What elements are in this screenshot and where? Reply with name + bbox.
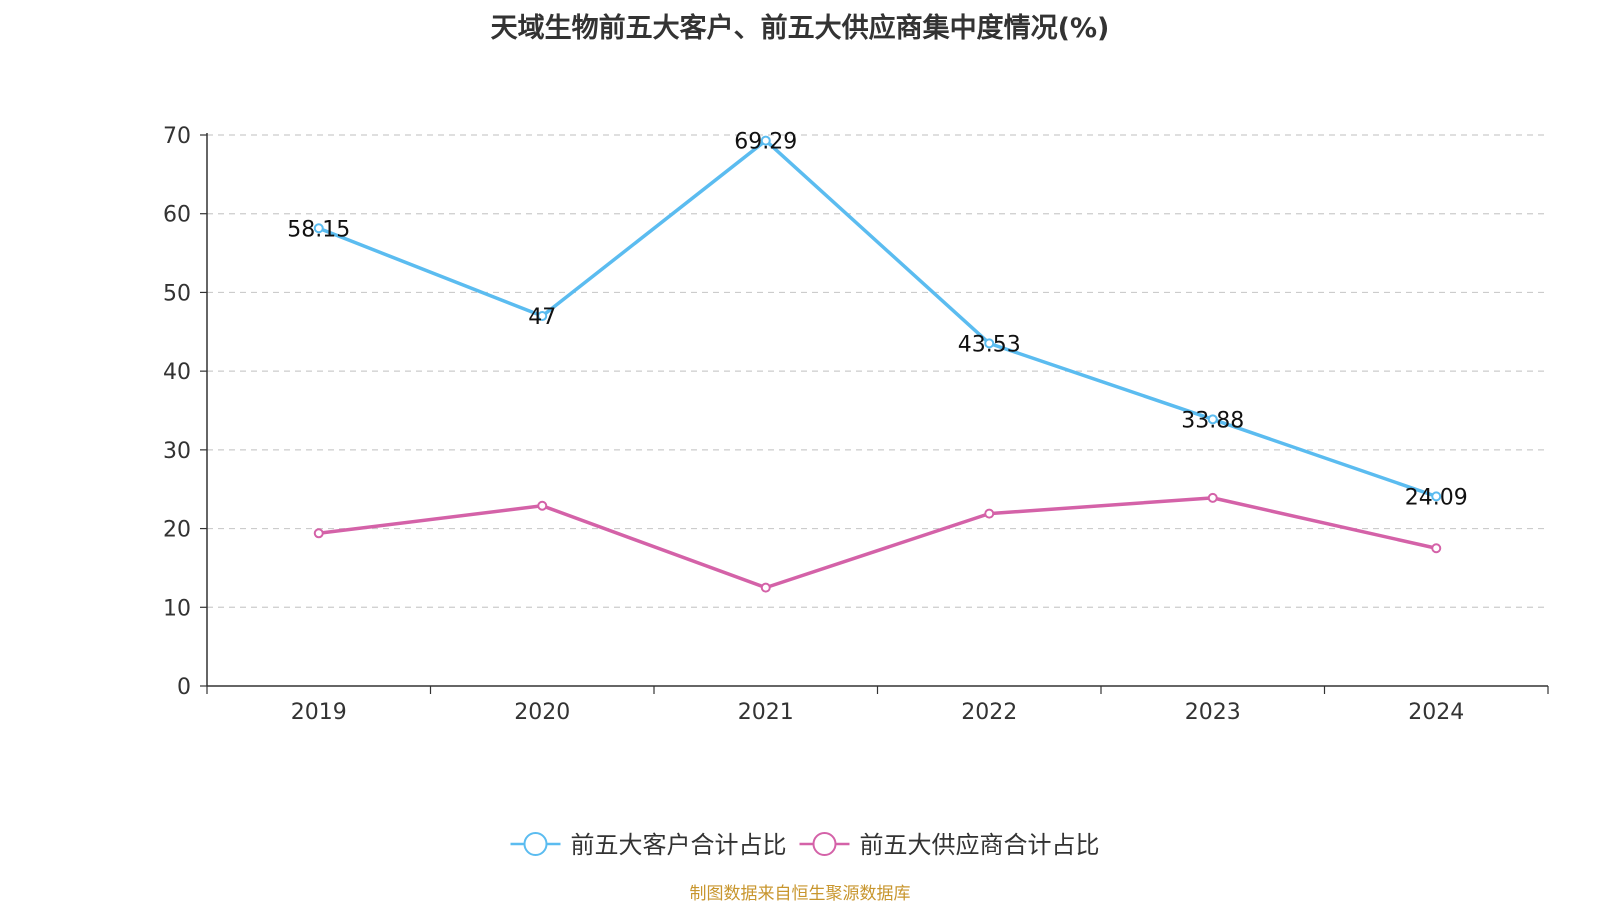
legend-label: 前五大客户合计占比 bbox=[571, 831, 787, 859]
y-tick-label: 20 bbox=[163, 518, 191, 543]
data-point-2[interactable] bbox=[760, 582, 771, 593]
y-tick-label: 40 bbox=[163, 360, 191, 385]
x-tick-label: 2024 bbox=[1408, 700, 1464, 725]
data-point-1[interactable] bbox=[1431, 491, 1442, 502]
y-tick-label: 50 bbox=[163, 281, 191, 306]
x-tick-label: 2019 bbox=[291, 700, 347, 725]
data-labels: 58.15 47 69.29 43.53 33.88 24.09 bbox=[287, 130, 1467, 511]
data-point-2[interactable] bbox=[1431, 543, 1442, 554]
data-label: 33.88 bbox=[1181, 408, 1244, 433]
data-point-1[interactable] bbox=[984, 338, 995, 349]
x-tick-label: 2021 bbox=[738, 700, 794, 725]
series-lines bbox=[313, 135, 1442, 593]
data-label: 69.29 bbox=[734, 130, 797, 155]
legend-circle-icon bbox=[812, 832, 837, 856]
x-tick-label: 2020 bbox=[514, 700, 570, 725]
data-point-1[interactable] bbox=[1207, 414, 1218, 425]
data-point-2[interactable] bbox=[313, 528, 324, 539]
data-label: 43.53 bbox=[958, 332, 1021, 357]
y-tick-label: 70 bbox=[163, 124, 191, 149]
legend-item-1[interactable]: 前五大客户合计占比 bbox=[510, 831, 787, 859]
legend-circle-icon bbox=[523, 832, 548, 856]
gridlines bbox=[207, 134, 1548, 608]
data-label: 24.09 bbox=[1405, 485, 1468, 510]
legend-item-2[interactable]: 前五大供应商合计占比 bbox=[799, 831, 1100, 859]
series-line-2 bbox=[318, 496, 1437, 590]
chart-title: 天域生物前五大客户、前五大供应商集中度情况(%) bbox=[490, 13, 1110, 44]
legend[interactable]: 前五大客户合计占比 前五大供应商合计占比 bbox=[510, 831, 1100, 859]
axes: 0 10 20 30 40 50 60 70 2019 2020 2021 2022 2023 2024 bbox=[163, 124, 1549, 725]
series-line-1 bbox=[318, 138, 1437, 499]
x-tick-label: 2023 bbox=[1185, 700, 1241, 725]
source-note: 制图数据来自恒生聚源数据库 bbox=[689, 884, 911, 904]
y-tick-label: 0 bbox=[177, 675, 191, 700]
y-tick-label: 30 bbox=[163, 439, 191, 464]
data-point-2[interactable] bbox=[1207, 492, 1218, 503]
x-tick-label: 2022 bbox=[961, 700, 1017, 725]
data-point-1[interactable] bbox=[760, 135, 771, 146]
data-point-2[interactable] bbox=[537, 500, 548, 511]
y-tick-label: 10 bbox=[163, 596, 191, 621]
data-label: 58.15 bbox=[287, 217, 350, 242]
data-point-1[interactable] bbox=[537, 311, 548, 322]
data-label: 47 bbox=[528, 305, 556, 330]
legend-label: 前五大供应商合计占比 bbox=[860, 831, 1100, 859]
data-point-1[interactable] bbox=[313, 223, 324, 234]
y-tick-label: 60 bbox=[163, 203, 191, 228]
data-point-2[interactable] bbox=[984, 508, 995, 519]
